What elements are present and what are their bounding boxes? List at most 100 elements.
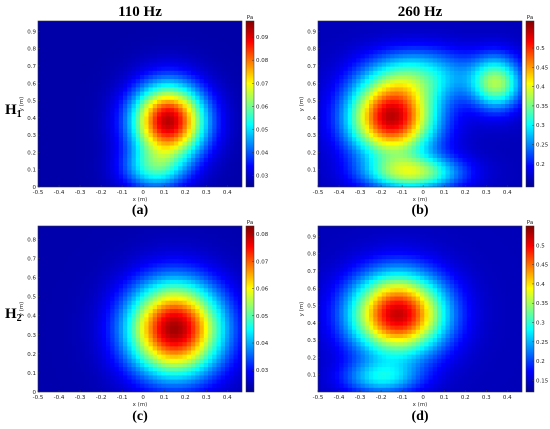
heatmap-cell [411,33,417,39]
heatmap-cell [432,99,438,105]
heatmap-cell [178,54,184,59]
heatmap-cell [42,149,48,155]
heatmap-cell [432,112,438,118]
heatmap-cell [513,141,519,147]
heatmap-cell [199,296,205,302]
heatmap-cell [352,157,357,163]
heatmap-cell [135,157,141,163]
heatmap-cell [191,83,196,88]
heatmap-cell [42,54,48,59]
heatmap-cell [373,170,379,176]
y-tick-label: 0.7 [27,64,36,70]
heatmap-cell [356,108,362,113]
heatmap-cell [110,87,116,93]
heatmap-cell [212,95,218,101]
heatmap-cell [186,234,192,240]
heatmap-cell [212,116,218,122]
heatmap-cell [424,128,430,134]
heatmap-cell [55,137,60,142]
heatmap-cell [93,124,99,130]
heatmap-cell [339,37,345,43]
heatmap-cell [157,309,162,314]
heatmap-cell [101,58,107,64]
heatmap-cell [178,157,184,163]
heatmap-cell [38,174,43,180]
heatmap-cell [225,292,230,298]
heatmap-cell [237,263,242,269]
heatmap-cell [343,166,349,171]
heatmap-cell [97,182,103,187]
heatmap-cell [152,74,158,80]
heatmap-cell [165,33,171,39]
heatmap-cell [462,108,468,113]
heatmap-cell [475,45,481,51]
heatmap-cell [203,263,209,269]
heatmap-cell [110,157,116,163]
heatmap-cell [195,153,201,159]
heatmap-cell [462,87,468,93]
heatmap-cell [356,116,362,122]
heatmap-cell [55,292,60,298]
heatmap-cell [84,116,90,122]
heatmap-cell [144,66,150,72]
heatmap-cell [229,300,235,306]
heatmap-cell [237,50,242,55]
heatmap-cell [356,124,362,130]
heatmap-cell [191,263,196,269]
heatmap-cell [220,108,226,113]
heatmap-cell [454,33,459,39]
y-tick-label: 0.8 [307,47,316,53]
heatmap-cell [237,296,242,302]
heatmap-cell [152,58,158,64]
heatmap-cell [471,162,476,167]
heatmap-cell [335,166,340,171]
heatmap-cell [110,137,116,142]
heatmap-cell [63,292,69,298]
heatmap-cell [411,124,417,130]
heatmap-cell [157,99,162,105]
heatmap-cell [496,54,502,59]
heatmap-cell [330,153,336,159]
heatmap-cell [322,74,328,80]
heatmap-cell [398,149,404,155]
heatmap-cell [411,58,417,64]
heatmap-cell [437,70,442,76]
heatmap-cell [106,120,111,126]
heatmap-cell [364,70,370,76]
heatmap-cell [174,255,179,260]
heatmap-cell [420,145,425,151]
heatmap-cell [55,21,60,26]
heatmap-cell [50,275,56,281]
heatmap-cell [199,174,205,180]
heatmap-cell [93,99,99,105]
heatmap-cell [326,141,332,147]
heatmap-cell [403,141,408,147]
heatmap-cell [46,29,52,35]
heatmap-cell [432,83,438,88]
heatmap-cell [483,124,489,130]
heatmap-cell [55,284,60,289]
heatmap-cell [229,238,235,244]
heatmap-cell [229,137,235,142]
heatmap-cell [63,29,69,35]
heatmap-cell [471,62,476,68]
heatmap-cell [394,45,400,51]
heatmap-cell [216,275,222,281]
heatmap-cell [318,21,323,26]
heatmap-cell [127,87,133,93]
heatmap-cell [390,162,396,167]
heatmap-cell [157,25,162,30]
heatmap-cell [93,174,99,180]
heatmap-cell [373,128,379,134]
heatmap-cell [208,124,213,130]
heatmap-cell [97,246,103,252]
heatmap-cell [72,58,77,64]
heatmap-cell [483,104,489,109]
heatmap-cell [93,162,99,167]
heatmap-cell [203,178,209,184]
heatmap-cell [38,234,43,240]
heatmap-cell [432,25,438,30]
heatmap-cell [390,128,396,134]
heatmap-cell [89,104,94,109]
heatmap-cell [415,62,421,68]
